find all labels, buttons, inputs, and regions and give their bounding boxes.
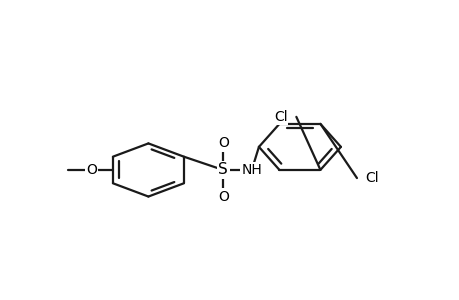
Text: S: S [218,163,228,178]
Text: NH: NH [241,163,262,177]
Text: O: O [218,190,228,203]
Text: Cl: Cl [364,171,378,185]
Text: O: O [86,163,96,177]
Text: O: O [218,136,228,150]
Text: Cl: Cl [273,110,287,124]
